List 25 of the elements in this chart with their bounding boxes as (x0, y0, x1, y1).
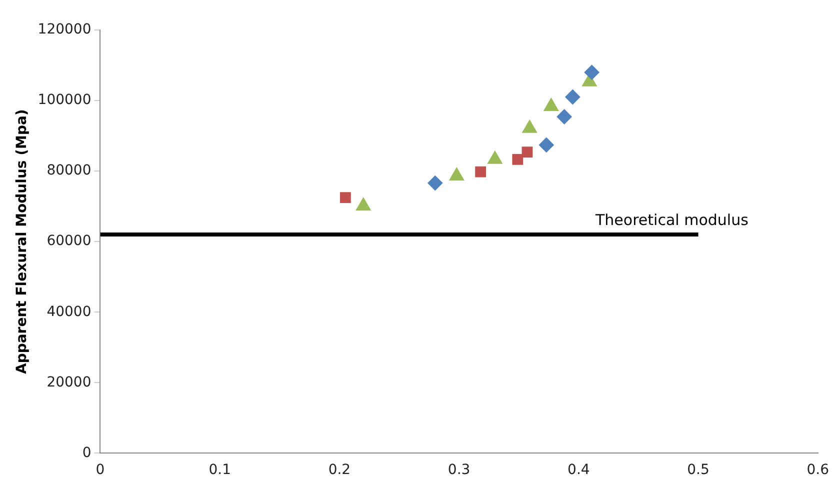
point (522, 146, 533, 158)
annotation: Theoretical modulus (594, 210, 749, 229)
y-tick-label: 120000 (38, 22, 92, 38)
y-tick-label: 20000 (46, 374, 92, 390)
point (584, 64, 600, 80)
y-tick-label: 0 (82, 444, 92, 461)
y-axis-title: Apparent Flexural Modulus (Mpa) (14, 109, 30, 374)
x-tick-label: 0.2 (328, 462, 351, 478)
x-tick-label: 0 (96, 462, 105, 478)
y-tick-label: 100000 (38, 92, 92, 108)
point (565, 90, 580, 105)
point (556, 109, 572, 124)
point (512, 154, 524, 165)
x-tick-label: 0.6 (806, 462, 830, 478)
x-tick-label: 0.1 (208, 462, 231, 478)
y-tick-label: 60000 (46, 233, 92, 250)
point (428, 176, 443, 191)
x-tick-label: 0.3 (448, 462, 470, 478)
x-tick-label: 0.4 (568, 462, 590, 478)
point (340, 192, 351, 203)
y-tick-label: 80000 (46, 162, 92, 179)
x-tick-label: 0.5 (687, 462, 710, 478)
point (538, 137, 554, 152)
point (475, 166, 486, 178)
y-tick-label: 40000 (46, 304, 92, 320)
